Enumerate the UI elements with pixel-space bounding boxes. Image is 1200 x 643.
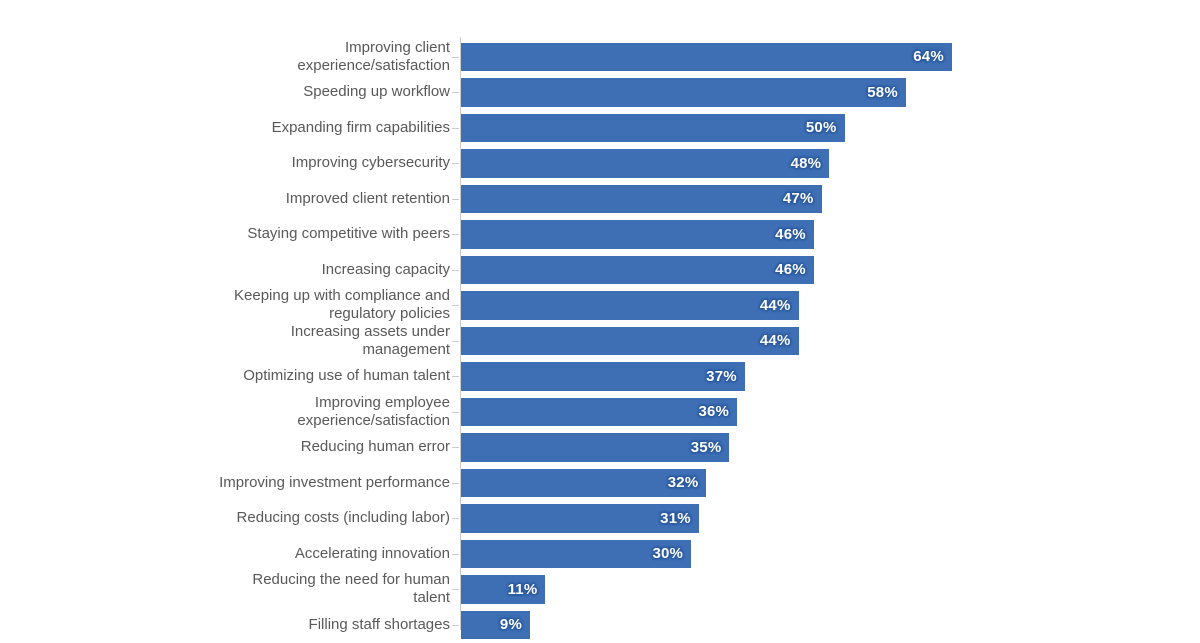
chart-row: Speeding up workflow 58% [0,75,1200,111]
axis-tick-icon [452,340,459,342]
bar: 37% [461,362,745,391]
bar-value-label: 9% [499,616,522,634]
axis-tick-icon [452,411,459,413]
chart-row: Optimizing use of human talent 37% [0,359,1200,395]
bar-value-label: 44% [759,332,791,350]
category-label: Filling staff shortages [308,615,450,633]
bar-chart: Improving client experience/satisfaction… [219,37,952,639]
bar: 32% [461,468,707,497]
category-label: Staying competitive with peers [247,225,450,243]
category-label: Keeping up with compliance and regulator… [234,287,450,323]
category-label: Expanding firm capabilities [271,118,450,136]
axis-tick-icon [452,269,459,271]
bar: 64% [461,42,952,71]
bar: 46% [461,220,814,249]
y-axis-line [460,37,461,630]
bar: 35% [461,433,730,462]
bar-value-label: 36% [698,403,730,421]
axis-tick-icon [452,234,459,236]
category-label: Improving investment performance [219,473,450,491]
axis-tick-icon [452,92,459,94]
axis-tick-icon [452,447,459,449]
category-label: Reducing the need for human talent [252,571,450,607]
chart-row: Improving client experience/satisfaction… [0,39,1200,75]
bar: 36% [461,397,738,426]
bar: 30% [461,539,692,568]
category-label: Speeding up workflow [303,83,450,101]
chart-row: Increasing assets under management 44% [0,323,1200,359]
chart-row: Filling staff shortages 9% [0,607,1200,643]
bar-value-label: 46% [775,261,806,279]
bar: 58% [461,78,906,107]
bar-value-label: 48% [790,154,822,172]
chart-row: Expanding firm capabilities 50% [0,110,1200,146]
chart-row: Reducing costs (including labor) 31% [0,501,1200,537]
bar-value-label: 11% [507,580,538,598]
axis-tick-icon [452,624,459,626]
axis-tick-icon [452,305,459,307]
bar-value-label: 58% [867,83,898,101]
chart-row: Increasing capacity 46% [0,252,1200,288]
axis-tick-icon [452,376,459,378]
axis-tick-icon [452,518,459,520]
chart-row: Reducing the need for human talent 11% [0,571,1200,608]
bar: 9% [461,610,530,639]
bar-value-label: 30% [652,545,684,563]
axis-tick-icon [452,198,459,200]
chart-row: Staying competitive with peers 46% [0,217,1200,253]
axis-tick-icon [452,56,459,58]
bar-value-label: 44% [759,296,791,314]
axis-tick-icon [452,553,459,555]
category-label: Accelerating innovation [294,544,450,562]
chart-row: Reducing human error 35% [0,430,1200,466]
chart-row: Keeping up with compliance and regulator… [0,287,1200,324]
chart-row: Accelerating innovation 30% [0,536,1200,572]
bar: 48% [461,149,830,178]
axis-tick-icon [452,127,459,129]
category-label: Increasing assets under management [290,322,450,358]
chart-row: Improving cybersecurity 48% [0,146,1200,182]
category-label: Optimizing use of human talent [243,367,450,385]
axis-tick-icon [452,163,459,165]
bar: 11% [461,575,546,604]
bar: 46% [461,255,814,284]
bar: 31% [461,504,699,533]
bar-value-label: 64% [913,48,944,66]
category-label: Improved client retention [285,189,450,207]
bar-value-label: 46% [775,225,806,243]
category-label: Improving client experience/satisfaction [297,38,450,74]
bar: 50% [461,113,845,142]
bar-value-label: 50% [805,119,837,137]
axis-tick-icon [452,482,459,484]
bar-value-label: 31% [660,509,691,527]
category-label: Reducing human error [300,438,450,456]
chart-rows: Improving client experience/satisfaction… [0,39,1200,643]
category-label: Increasing capacity [321,260,450,278]
bar: 44% [461,326,799,355]
chart-row: Improving employee experience/satisfacti… [0,394,1200,430]
bar-value-label: 32% [667,474,699,492]
bar-value-label: 35% [690,438,722,456]
bar: 47% [461,184,822,213]
category-label: Reducing costs (including labor) [236,509,450,527]
bar-value-label: 37% [706,367,737,385]
category-label: Improving cybersecurity [291,154,450,172]
bar: 44% [461,291,799,320]
chart-row: Improving investment performance 32% [0,465,1200,501]
axis-tick-icon [452,589,459,591]
chart-row: Improved client retention 47% [0,181,1200,217]
bar-value-label: 47% [782,190,814,208]
category-label: Improving employee experience/satisfacti… [297,393,450,429]
